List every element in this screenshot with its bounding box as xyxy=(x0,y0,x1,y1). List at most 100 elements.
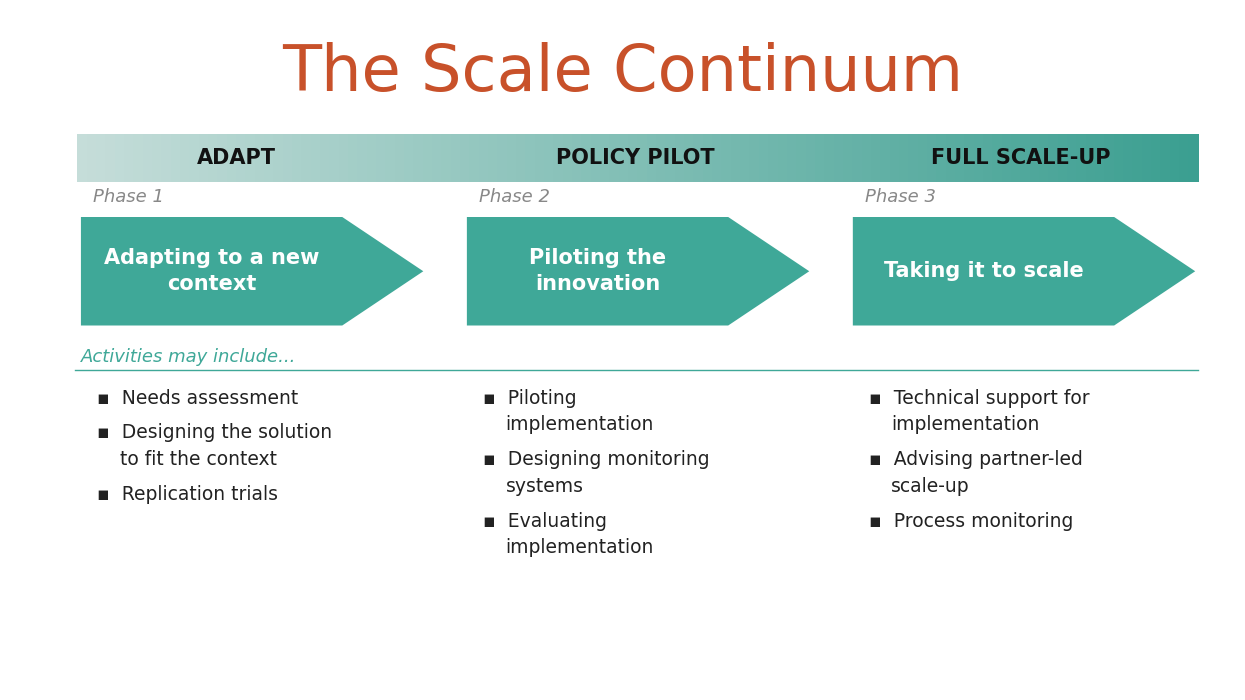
Bar xyxy=(590,134,601,182)
Bar xyxy=(731,134,741,182)
Text: Taking it to scale: Taking it to scale xyxy=(884,261,1083,281)
Bar xyxy=(255,134,265,182)
Bar xyxy=(422,134,433,182)
Bar xyxy=(461,134,471,182)
Bar xyxy=(1096,134,1106,182)
Bar xyxy=(936,134,947,182)
Text: ▪  Needs assessment: ▪ Needs assessment xyxy=(85,389,298,407)
Bar xyxy=(834,134,844,182)
Bar xyxy=(237,134,247,182)
Bar xyxy=(497,134,508,182)
Bar xyxy=(964,134,975,182)
Text: ▪  Evaluating: ▪ Evaluating xyxy=(471,512,606,531)
Bar xyxy=(749,134,759,182)
Polygon shape xyxy=(81,217,423,326)
Text: implementation: implementation xyxy=(505,415,654,434)
Bar xyxy=(1104,134,1114,182)
Text: FULL SCALE-UP: FULL SCALE-UP xyxy=(931,148,1111,168)
Bar xyxy=(441,134,452,182)
Text: ▪  Technical support for: ▪ Technical support for xyxy=(857,389,1089,407)
Bar xyxy=(339,134,350,182)
Bar xyxy=(955,134,965,182)
Text: Phase 3: Phase 3 xyxy=(865,188,936,206)
Bar xyxy=(1001,134,1012,182)
Bar xyxy=(797,134,807,182)
Bar xyxy=(198,134,209,182)
Bar xyxy=(721,134,732,182)
Bar xyxy=(179,134,190,182)
Text: Phase 2: Phase 2 xyxy=(479,188,550,206)
Bar xyxy=(301,134,311,182)
Bar xyxy=(982,134,994,182)
Bar xyxy=(563,134,573,182)
Bar xyxy=(162,134,172,182)
Bar xyxy=(627,134,639,182)
Text: Activities may include...: Activities may include... xyxy=(81,348,296,366)
Bar xyxy=(142,134,153,182)
Bar xyxy=(329,134,340,182)
Bar xyxy=(619,134,629,182)
Bar xyxy=(609,134,620,182)
Bar xyxy=(712,134,722,182)
Bar xyxy=(740,134,751,182)
Bar xyxy=(1142,134,1152,182)
Bar xyxy=(189,134,200,182)
Text: ▪  Piloting: ▪ Piloting xyxy=(471,389,576,407)
Bar xyxy=(945,134,956,182)
Bar xyxy=(517,134,527,182)
Bar xyxy=(347,134,359,182)
Bar xyxy=(600,134,611,182)
Bar xyxy=(1021,134,1031,182)
Bar xyxy=(862,134,872,182)
Bar xyxy=(1086,134,1096,182)
Bar xyxy=(824,134,834,182)
Text: implementation: implementation xyxy=(891,415,1040,434)
Bar xyxy=(1057,134,1068,182)
Text: ADAPT: ADAPT xyxy=(197,148,276,168)
Bar xyxy=(274,134,284,182)
Bar xyxy=(1150,134,1162,182)
Bar xyxy=(451,134,461,182)
Bar xyxy=(974,134,985,182)
Bar xyxy=(814,134,825,182)
Bar xyxy=(553,134,564,182)
Text: implementation: implementation xyxy=(505,538,654,557)
Bar xyxy=(357,134,369,182)
Bar xyxy=(899,134,909,182)
Text: scale-up: scale-up xyxy=(891,477,970,496)
Bar xyxy=(852,134,863,182)
Polygon shape xyxy=(467,217,809,326)
Bar xyxy=(171,134,182,182)
Bar xyxy=(245,134,256,182)
Bar xyxy=(488,134,498,182)
Bar xyxy=(646,134,657,182)
Bar xyxy=(656,134,667,182)
Bar xyxy=(395,134,405,182)
Bar xyxy=(926,134,937,182)
Bar xyxy=(105,134,116,182)
Text: ▪  Designing the solution: ▪ Designing the solution xyxy=(85,424,331,442)
Bar xyxy=(787,134,797,182)
Text: ▪  Designing monitoring: ▪ Designing monitoring xyxy=(471,450,710,469)
Bar xyxy=(581,134,593,182)
Bar xyxy=(264,134,274,182)
Bar xyxy=(544,134,555,182)
Bar xyxy=(123,134,134,182)
Bar xyxy=(1030,134,1041,182)
Bar xyxy=(637,134,649,182)
Bar xyxy=(1160,134,1170,182)
Bar xyxy=(1048,134,1058,182)
Bar xyxy=(1179,134,1189,182)
Polygon shape xyxy=(853,217,1195,326)
Bar xyxy=(1011,134,1022,182)
Bar xyxy=(133,134,143,182)
Text: The Scale Continuum: The Scale Continuum xyxy=(283,43,962,104)
Bar xyxy=(535,134,545,182)
Bar xyxy=(918,134,928,182)
Bar xyxy=(889,134,900,182)
Text: Piloting the
innovation: Piloting the innovation xyxy=(529,248,666,295)
Bar xyxy=(208,134,219,182)
Bar xyxy=(573,134,583,182)
Text: ▪  Replication trials: ▪ Replication trials xyxy=(85,485,278,504)
Bar xyxy=(86,134,97,182)
